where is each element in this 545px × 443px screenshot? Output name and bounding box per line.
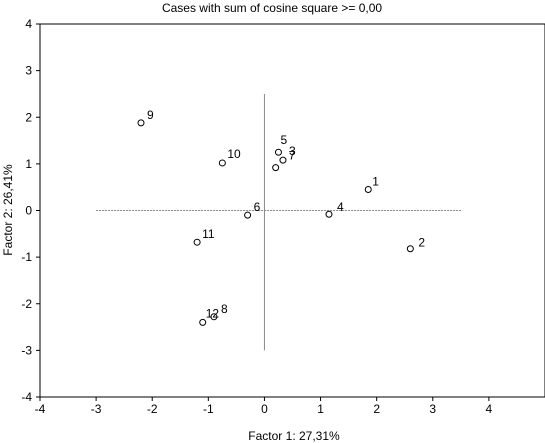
y-tick-label: -1 [21, 250, 32, 264]
x-tick-label: 3 [429, 402, 436, 416]
data-point-2 [406, 245, 414, 253]
chart-title: Cases with sum of cosine square >= 0,00 [162, 1, 382, 15]
point-label-6: 6 [254, 200, 261, 214]
x-tick-label: -2 [147, 402, 158, 416]
data-point-4 [325, 210, 333, 218]
data-point-7 [272, 164, 280, 172]
y-tick-label: 3 [25, 64, 32, 78]
point-label-1: 1 [372, 175, 379, 189]
point-label-4: 4 [337, 200, 344, 214]
y-tick-label: 0 [25, 204, 32, 218]
point-label-12: 12 [206, 306, 220, 320]
x-tick-label: -4 [35, 402, 46, 416]
reference-lines [96, 93, 461, 351]
data-point-11 [193, 238, 201, 246]
data-point-9 [137, 119, 145, 127]
x-tick-label: 0 [261, 402, 268, 416]
y-tick-label: -2 [21, 297, 32, 311]
x-tick-label: 1 [317, 402, 324, 416]
y-tick-label: 2 [25, 110, 32, 124]
point-label-9: 9 [147, 108, 154, 122]
point-label-2: 2 [418, 236, 425, 250]
point-label-5: 5 [280, 133, 287, 147]
data-point-6 [244, 211, 252, 219]
x-tick-label: 4 [486, 402, 493, 416]
point-label-10: 10 [227, 147, 241, 161]
x-tick-label: 2 [373, 402, 380, 416]
data-point-3 [279, 156, 287, 164]
point-label-8: 8 [221, 302, 228, 316]
x-tick-label: -3 [91, 402, 102, 416]
data-point-1 [364, 186, 372, 194]
x-tick-label: -1 [203, 402, 214, 416]
point-label-3: 3 [289, 144, 296, 158]
y-tick-label: -4 [21, 390, 32, 404]
data-point-8 [210, 313, 218, 321]
y-tick-label: 4 [25, 17, 32, 31]
data-point-12 [199, 318, 207, 326]
data-point-5 [274, 148, 282, 156]
point-label-11: 11 [202, 227, 215, 241]
x-axis-title: Factor 1: 27,31% [248, 429, 340, 443]
y-axis-title: Factor 2: 26,41% [1, 164, 15, 256]
data-point-10 [218, 159, 226, 167]
point-label-7: 7 [289, 149, 296, 163]
y-tick-label: -3 [21, 343, 32, 357]
y-tick-label: 1 [25, 157, 32, 171]
